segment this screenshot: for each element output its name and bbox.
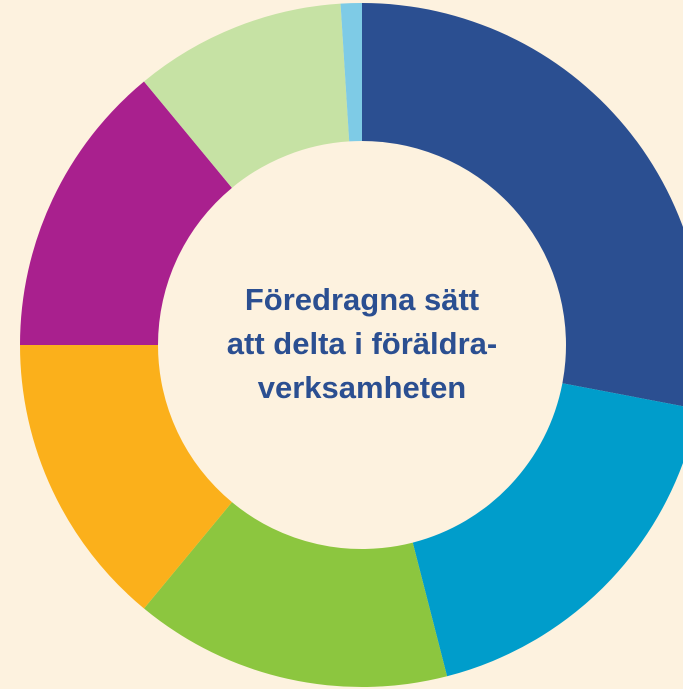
donut-wedge xyxy=(362,3,683,407)
chart-title: att delta i föräldra- xyxy=(227,326,497,361)
donut-wedge xyxy=(340,3,362,142)
donut-wedge xyxy=(20,345,232,609)
donut-wedge xyxy=(144,3,350,188)
donut-wedge xyxy=(144,502,448,687)
donut-wedge xyxy=(412,383,683,677)
chart-title: verksamheten xyxy=(258,370,467,405)
chart-title: Föredragna sätt xyxy=(245,282,479,317)
donut-wedge xyxy=(20,81,232,346)
